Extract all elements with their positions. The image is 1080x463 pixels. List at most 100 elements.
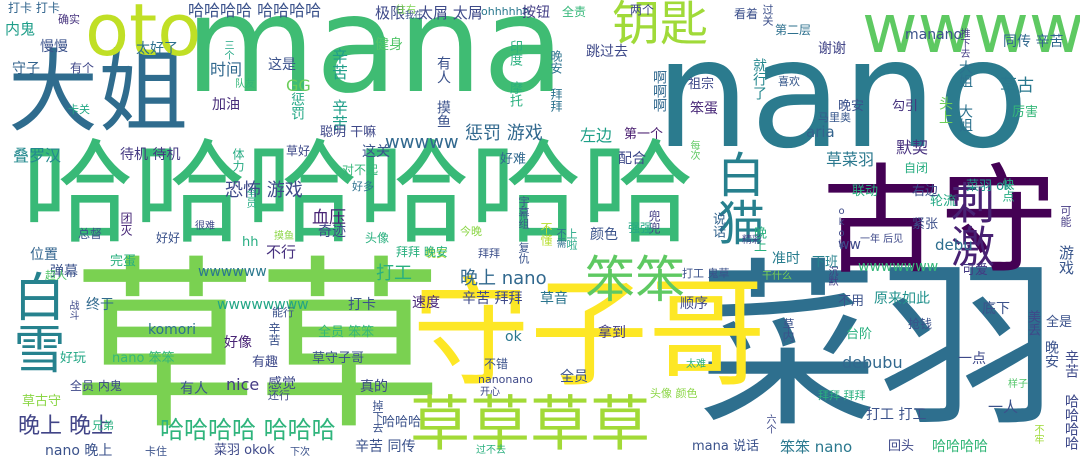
word-91: 马里奥 — [818, 111, 851, 124]
word-102: 说话 — [710, 212, 725, 238]
word-150: nano 笨笨 — [112, 351, 175, 366]
word-45: 健身 — [375, 37, 403, 53]
word-50: 两个 — [630, 3, 655, 17]
word-shouzige: 守子哥 — [412, 265, 767, 403]
word-94: manano — [905, 27, 963, 43]
word-177: 头像 颜色 — [650, 387, 698, 400]
word-55: 祖宗 — [688, 77, 715, 92]
word-116: 今晚 — [460, 225, 482, 238]
word-82: 自闭 — [904, 161, 929, 175]
word-172: 不错 — [484, 357, 509, 371]
word-27: 慢慢 — [40, 39, 68, 55]
word-65: 对不起 — [342, 163, 379, 177]
word-80: 右边 — [912, 184, 939, 199]
word-caocao: 草草 — [72, 239, 442, 455]
word-36: 时间 — [210, 60, 243, 79]
word-103: 晚上 — [751, 226, 766, 252]
word-158: 台阶 — [846, 327, 873, 342]
word-benben: 笨笨 — [585, 251, 685, 309]
word-196: 辛苦 同传 — [355, 439, 416, 455]
word-114: 宇幕组 复仇 — [517, 196, 530, 264]
word-115: 强强 — [628, 221, 653, 235]
word-189: 哈哈哈哈 — [932, 439, 988, 455]
word-69: 不行 — [266, 243, 297, 261]
word-147: 辛苦 — [267, 322, 281, 346]
word-57: 就行了 — [751, 58, 767, 100]
word-40: 队友 — [235, 79, 255, 90]
word-78: 一年 后见 — [860, 234, 904, 245]
word-166: 晚安 — [1043, 340, 1059, 368]
word-28: 守子 — [12, 61, 40, 77]
word-58: 笨蛋 — [690, 101, 718, 117]
word-62: 体力 — [231, 148, 245, 172]
word-93: 厉害 — [1012, 105, 1039, 120]
word-24: 叠罗汉 — [13, 146, 62, 165]
word-64: 这关 — [362, 144, 390, 160]
word-168: 辛苦 哈哈哈哈 — [1063, 350, 1079, 450]
word-74: 游戏 — [1057, 245, 1075, 275]
word-182: 哈哈哈 — [382, 415, 422, 430]
word-wwww: wwww — [862, 0, 1080, 69]
word-20: wwwww — [385, 132, 459, 153]
word-142: 打卡 — [348, 297, 376, 313]
word-127: 总督 — [78, 227, 103, 241]
word-113: 上啦 — [565, 228, 578, 250]
word-120: hh — [242, 235, 259, 250]
word-123: 打工 — [376, 263, 412, 284]
word-156: ok — [505, 329, 522, 345]
word-14: 哈哈哈哈 哈哈哈哈 — [188, 1, 322, 20]
word-108: 颜色 — [590, 227, 618, 243]
word-112: 不需 — [554, 228, 565, 248]
word-31: 确实 — [58, 13, 80, 26]
word-148: 有趣 — [252, 355, 279, 370]
word-149: 好像 — [224, 335, 252, 351]
word-178: 全员 内鬼 — [70, 379, 122, 393]
word-180: 兄弟 — [92, 419, 114, 432]
word-baimao: 白猫 — [708, 150, 764, 246]
word-75: 可能 — [1059, 205, 1072, 227]
word-175: 真的 — [360, 379, 388, 395]
word-38: 这是 — [268, 57, 296, 73]
word-132: 超人 — [45, 269, 67, 282]
word-195: 下次 — [290, 447, 310, 458]
word-191: 不牢 — [1032, 424, 1043, 444]
word-186: 回头 — [888, 439, 915, 454]
word-136: 不用 — [838, 294, 865, 309]
word-131: 终于 — [86, 297, 114, 313]
word-68: 血压 — [312, 208, 346, 228]
word-176: 开心 — [480, 387, 500, 398]
word-161: 全是 — [1046, 315, 1073, 330]
word-159: 抢钱 — [908, 317, 933, 331]
word-32: 打卡 打卡 — [8, 1, 60, 15]
word-67: 好多 — [352, 180, 374, 193]
word-162: 美丢 — [1025, 310, 1040, 336]
word-107: 兜兜 — [647, 210, 661, 234]
word-oto: oto — [85, 0, 202, 72]
word-171: 太难 — [686, 359, 706, 370]
word-96: 推下去 — [958, 28, 969, 58]
word-72: 可爱 — [962, 263, 989, 278]
word-109: 晚安 — [425, 247, 447, 260]
word-184: 过不去 — [476, 445, 506, 456]
word-190: 六个 — [764, 414, 775, 434]
word-46: 辛苦 辛苦 — [329, 48, 348, 131]
word-83: 草菜羽 — [826, 150, 875, 169]
word-138: 辛苦 拜拜 — [462, 291, 523, 307]
word-47: 有人 摸鱼 — [435, 56, 451, 128]
word-caocaocaocao: 草草草草 — [410, 390, 650, 460]
word-169: 样子 — [1008, 379, 1028, 390]
word-187: 笨笨 nano — [780, 438, 853, 456]
word-95: 同传 辛苦 — [1003, 34, 1064, 50]
word-ciji: 刺激 — [943, 180, 994, 268]
word-105: 每次 — [688, 140, 699, 160]
word-99: 第二层 — [775, 23, 812, 37]
word-193: 卡住 — [145, 445, 167, 458]
word-170: 拜拜 拜拜 — [818, 389, 866, 402]
word-baixue: 白雪 — [4, 270, 64, 374]
word-165: 一点 — [958, 351, 986, 367]
word-118: 头像 — [365, 231, 390, 245]
word-63: 草好 — [286, 144, 311, 158]
word-164: 草内 — [781, 318, 795, 342]
word-73: debu — [935, 236, 973, 254]
